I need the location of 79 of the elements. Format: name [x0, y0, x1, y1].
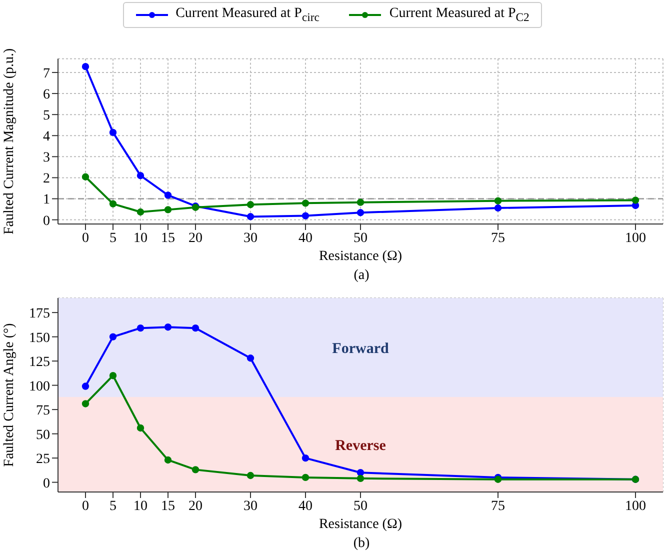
- x-tick-label: 20: [188, 230, 202, 246]
- y-tick-label: 100: [29, 379, 50, 394]
- x-tick-label: 100: [625, 230, 646, 246]
- point: [356, 198, 364, 206]
- x-tick-label: 30: [244, 230, 258, 246]
- point: [302, 200, 310, 207]
- point: [356, 474, 364, 482]
- text: (a): [352, 268, 370, 284]
- point: [302, 212, 310, 220]
- x-tick-label: 40: [298, 230, 312, 246]
- x-tick-label: 5: [110, 230, 116, 246]
- x-tick-label: 5: [110, 498, 116, 514]
- y-tick-label: 3: [43, 150, 50, 166]
- y-tick-label: 7: [43, 66, 50, 82]
- point: [302, 454, 310, 462]
- y-tick-label: 2: [43, 172, 50, 187]
- y-tick-label: 6: [43, 87, 50, 102]
- x-tick-label: 40: [298, 498, 312, 514]
- point: [192, 466, 200, 474]
- point: [109, 372, 117, 380]
- point: [82, 62, 90, 70]
- x-tick-label: 10: [134, 230, 148, 246]
- y-tick-label: 50: [36, 428, 50, 443]
- x-tick-label: 0: [82, 498, 89, 514]
- y-tick-label: 0: [43, 476, 50, 492]
- x-tick-label: 15: [161, 230, 175, 246]
- y-tick-label: 175: [29, 306, 50, 322]
- point: [109, 333, 117, 340]
- x-tick-label: 20: [188, 498, 202, 514]
- point: [246, 472, 254, 480]
- point: [136, 424, 144, 432]
- point: [82, 173, 90, 180]
- y-tick-label: 1: [43, 192, 50, 208]
- point: [82, 400, 90, 408]
- point: [192, 324, 200, 332]
- y-tick-label: 25: [36, 452, 50, 468]
- x-tick-label: 75: [491, 230, 505, 246]
- x-axis-title: Resistance (Ω): [318, 249, 402, 264]
- x-tick-label: 15: [161, 498, 175, 514]
- point: [246, 213, 254, 220]
- point: [136, 324, 144, 332]
- x-tick-label: 75: [491, 498, 505, 514]
- x-tick-label: 30: [244, 498, 258, 514]
- x-tick-label: 50: [354, 230, 368, 246]
- y-axis-title: Faulted Current Angle (°): [2, 322, 17, 467]
- x-tick-label: 50: [354, 498, 368, 514]
- y-tick-label: 0: [43, 214, 50, 229]
- x-tick-label: 100: [625, 498, 646, 514]
- point: [494, 197, 502, 204]
- y-tick-label: 5: [43, 108, 50, 124]
- x-tick-label: 0: [82, 230, 89, 246]
- point: [246, 201, 254, 208]
- y-axis-title: Faulted Current Magnitude (p.u.): [2, 48, 17, 235]
- point: [356, 469, 364, 476]
- band-label: Forward: [332, 340, 390, 357]
- point: [164, 456, 172, 464]
- point: [632, 196, 640, 204]
- x-axis-title: Resistance (Ω): [318, 517, 402, 532]
- point: [356, 209, 364, 216]
- y-tick-label: 4: [43, 130, 50, 145]
- y-tick-label: 150: [29, 330, 50, 346]
- point: [136, 172, 144, 180]
- point: [164, 324, 172, 331]
- legend-label: Current Measured at P$_{C2}$: [389, 6, 530, 24]
- y-tick-label: 125: [29, 355, 50, 370]
- point: [246, 354, 254, 362]
- point: [109, 200, 117, 208]
- point: [164, 192, 172, 199]
- point: [164, 206, 172, 214]
- y-tick-label: 75: [36, 404, 50, 419]
- text: (b): [352, 536, 371, 552]
- point: [494, 204, 502, 212]
- point: [136, 208, 144, 216]
- x-tick-label: 10: [134, 498, 148, 514]
- legend-label: Current Measured at P$_{circ}$: [176, 6, 320, 24]
- point: [82, 382, 90, 390]
- band-label: Reverse: [335, 438, 386, 454]
- point: [302, 474, 310, 482]
- point: [109, 128, 117, 136]
